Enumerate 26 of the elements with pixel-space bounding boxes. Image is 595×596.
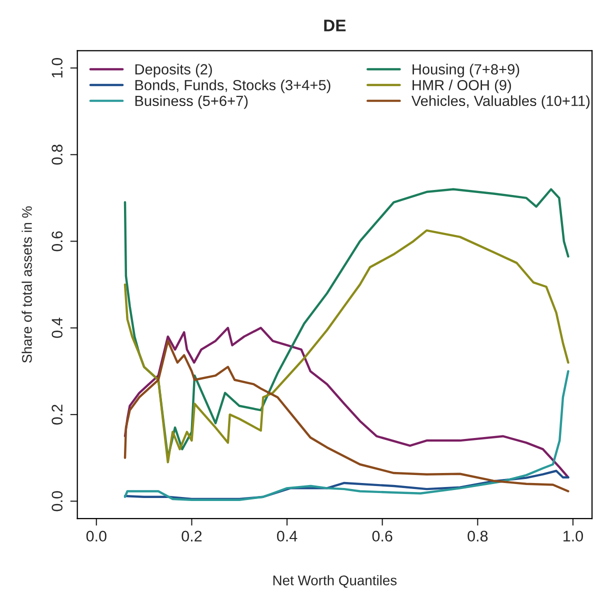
y-tick-label: 0.0 xyxy=(52,491,63,512)
legend-label: HMR / OOH (9) xyxy=(412,80,511,94)
x-tick-label: 0.0 xyxy=(86,530,106,542)
x-tick-label: 0.6 xyxy=(372,530,392,542)
legend-label: Deposits (2) xyxy=(135,64,212,78)
line-series xyxy=(124,229,570,464)
y-tick-label: 1.0 xyxy=(52,58,63,78)
y-tick-label: 0.4 xyxy=(52,318,63,338)
y-tick-label: 0.8 xyxy=(52,144,63,165)
legend-label: Business (5+6+7) xyxy=(135,95,248,109)
y-tick-label: 0.2 xyxy=(52,404,63,425)
chart-title: DE xyxy=(324,20,346,32)
legend-label: Housing (7+8+9) xyxy=(412,64,520,78)
legend-label: Bonds, Funds, Stocks (3+4+5) xyxy=(135,80,330,94)
line-series xyxy=(124,326,570,478)
x-tick-label: 0.4 xyxy=(277,530,298,542)
line-series xyxy=(124,370,570,501)
y-axis-title: Share of total assets in % xyxy=(22,206,32,363)
line-series xyxy=(124,470,570,500)
x-axis-title: Net Worth Quantiles xyxy=(273,575,397,588)
x-tick-label: 0.2 xyxy=(182,530,202,542)
x-tick-label: 1.0 xyxy=(564,530,583,542)
legend-label: Vehicles, Valuables (10+11) xyxy=(411,95,590,109)
line-series xyxy=(124,340,570,492)
x-tick-label: 0.8 xyxy=(468,530,488,542)
y-tick-label: 0.6 xyxy=(52,231,63,252)
